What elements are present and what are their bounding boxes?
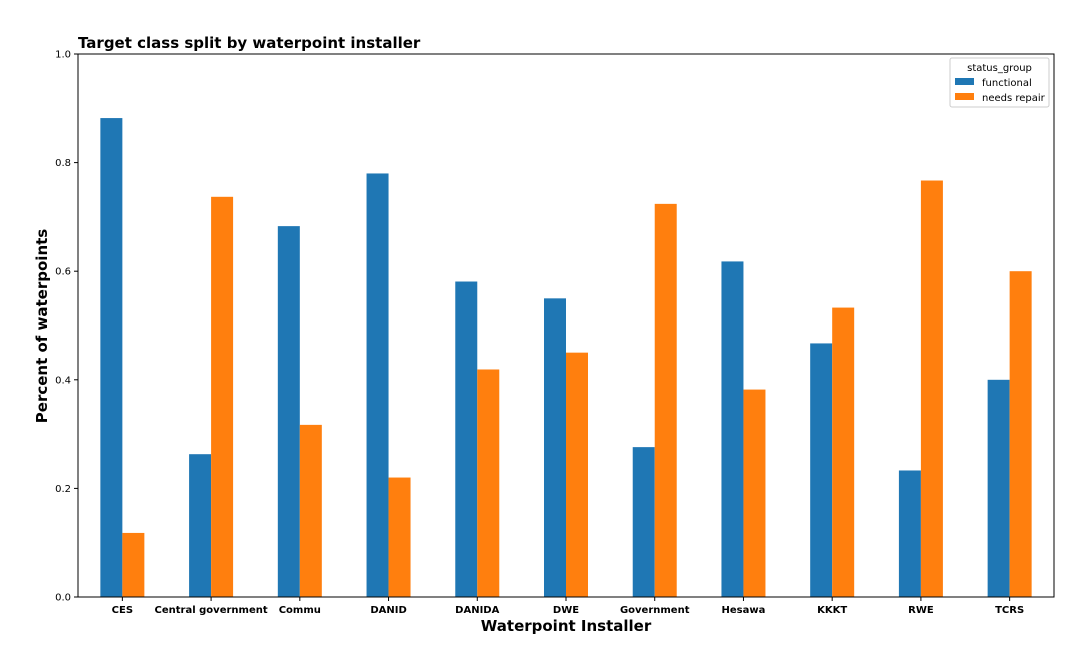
x-tick-label: Central government bbox=[155, 605, 268, 616]
x-axis: CES Central government Commu DANID DANIDA DWE… bbox=[112, 597, 1024, 616]
x-tick-label: DANID bbox=[370, 605, 406, 616]
x-axis-label: Waterpoint Installer bbox=[481, 617, 652, 635]
bar-tcrs-functional bbox=[987, 379, 1010, 597]
plot-area bbox=[77, 53, 1055, 598]
bar-government-needs-repair bbox=[654, 203, 677, 598]
y-tick-label: 0.0 bbox=[55, 593, 71, 604]
bar-danid-needs-repair bbox=[388, 477, 411, 597]
bar-kkkt-needs-repair bbox=[832, 307, 855, 597]
x-tick-label: KKKT bbox=[817, 605, 847, 616]
bar-danida-needs-repair bbox=[477, 369, 500, 597]
bar-dwe-functional bbox=[544, 298, 566, 597]
bar-rwe-functional bbox=[898, 470, 921, 597]
bar-dwe-needs-repair bbox=[566, 352, 588, 597]
legend: status_group functional needs repair bbox=[949, 57, 1050, 108]
legend-box bbox=[949, 57, 1050, 108]
legend-swatch-functional bbox=[955, 78, 974, 85]
y-tick-label: 0.6 bbox=[55, 267, 71, 278]
bar-hesawa-functional bbox=[721, 261, 744, 597]
x-tick-label: Hesawa bbox=[722, 605, 766, 616]
y-axis-label: Percent of waterpoints bbox=[33, 229, 51, 424]
bar-danid-functional bbox=[366, 173, 389, 597]
y-axis: 0.0 0.2 0.4 0.6 0.8 1.0 bbox=[55, 50, 78, 604]
x-tick-label: RWE bbox=[908, 605, 934, 616]
legend-swatch-needs-repair bbox=[955, 93, 974, 100]
x-tick-label: TCRS bbox=[995, 605, 1024, 616]
y-tick-label: 0.4 bbox=[55, 375, 71, 386]
y-tick-label: 1.0 bbox=[55, 50, 71, 61]
bar-rwe-needs-repair bbox=[920, 180, 943, 598]
bar-hesawa-needs-repair bbox=[743, 389, 766, 597]
bar-ces-functional bbox=[100, 118, 123, 597]
x-tick-label: DANIDA bbox=[455, 605, 499, 616]
bar-tcrs-needs-repair bbox=[1009, 271, 1032, 597]
x-tick-label: CES bbox=[112, 605, 133, 616]
bar-danida-functional bbox=[455, 281, 478, 597]
legend-label-needs-repair: needs repair bbox=[982, 93, 1046, 104]
x-tick-label: Commu bbox=[279, 605, 321, 616]
legend-title: status_group bbox=[967, 63, 1032, 74]
bar-commu-needs-repair bbox=[299, 424, 322, 597]
y-tick-label: 0.8 bbox=[55, 158, 71, 169]
bar-central-government-needs-repair bbox=[211, 196, 234, 597]
y-tick-label: 0.2 bbox=[55, 484, 71, 495]
bar-ces-needs-repair bbox=[122, 532, 145, 597]
bar-central-government-functional bbox=[189, 454, 212, 597]
legend-label-functional: functional bbox=[982, 78, 1032, 89]
bar-commu-functional bbox=[277, 226, 300, 598]
bar-government-functional bbox=[632, 447, 655, 597]
chart-title: Target class split by waterpoint install… bbox=[78, 34, 421, 52]
bar-kkkt-functional bbox=[810, 343, 833, 597]
x-tick-label: DWE bbox=[553, 605, 579, 616]
x-tick-label: Government bbox=[620, 605, 690, 616]
